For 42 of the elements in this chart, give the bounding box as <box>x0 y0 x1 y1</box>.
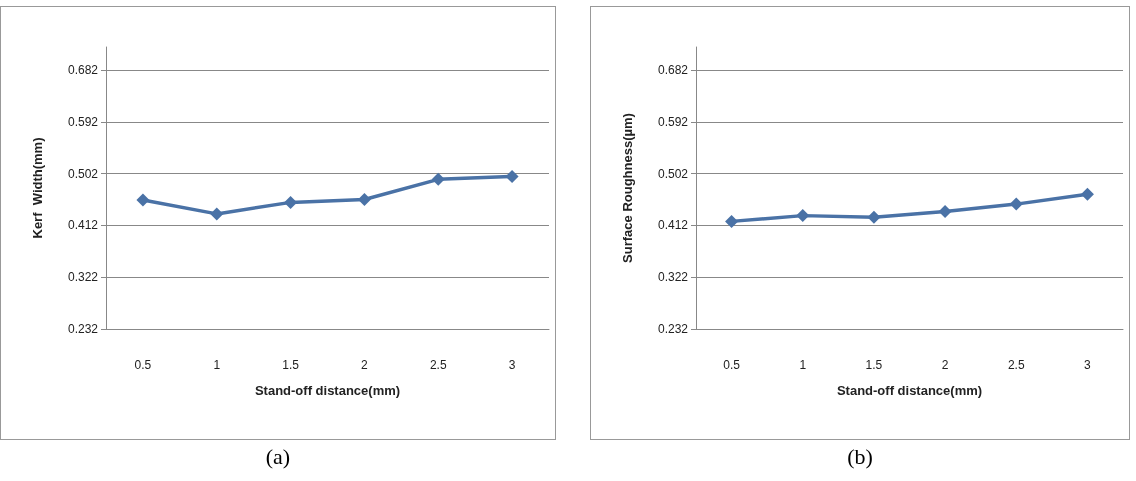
x-tick-label: 1.5 <box>282 358 300 372</box>
point <box>210 207 224 221</box>
point <box>357 193 371 207</box>
point <box>136 193 150 207</box>
x-tick-label: 1 <box>213 358 221 372</box>
y-tick-label: 0.502 <box>67 166 99 181</box>
x-tick-label: 3 <box>1084 358 1092 372</box>
x-tick-label: 2.5 <box>1007 358 1025 372</box>
x-tick-label: 2 <box>941 358 949 372</box>
y-tick-label: 0.232 <box>67 322 99 336</box>
point <box>1009 197 1023 211</box>
y-axis-title: Surface Roughness(µm) <box>620 113 635 263</box>
y-tick-label: 0.412 <box>657 218 689 233</box>
y-tick-label: 0.412 <box>67 218 99 233</box>
point <box>725 214 739 228</box>
point <box>796 209 810 223</box>
point <box>1080 187 1094 201</box>
y-tick-label: 0.682 <box>657 63 689 78</box>
x-tick-label: 1.5 <box>865 358 883 372</box>
point <box>505 169 519 183</box>
y-tick-label: 0.322 <box>657 270 689 285</box>
y-tick-label: 0.322 <box>67 270 99 285</box>
point <box>284 195 298 209</box>
x-axis-title: Stand-off distance(mm) <box>836 383 983 398</box>
text: (b) <box>846 444 874 470</box>
y-axis-title: Kerf Width(mm) <box>30 137 45 239</box>
x-tick-label: 2 <box>361 358 369 372</box>
x-tick-label: 0.5 <box>723 358 741 372</box>
y-tick-label: 0.592 <box>657 114 689 129</box>
text: (a) <box>264 444 292 470</box>
y-tick-label: 0.232 <box>657 322 689 336</box>
y-tick-label: 0.502 <box>657 166 689 181</box>
point <box>867 210 881 224</box>
x-axis-title: Stand-off distance(mm) <box>254 383 401 398</box>
x-tick-label: 2.5 <box>429 358 447 372</box>
point <box>431 172 445 186</box>
x-tick-label: 0.5 <box>134 358 152 372</box>
point <box>938 205 952 219</box>
x-tick-label: 1 <box>799 358 807 372</box>
y-tick-label: 0.682 <box>67 63 99 78</box>
x-tick-label: 3 <box>508 358 516 372</box>
y-tick-label: 0.592 <box>67 114 99 129</box>
